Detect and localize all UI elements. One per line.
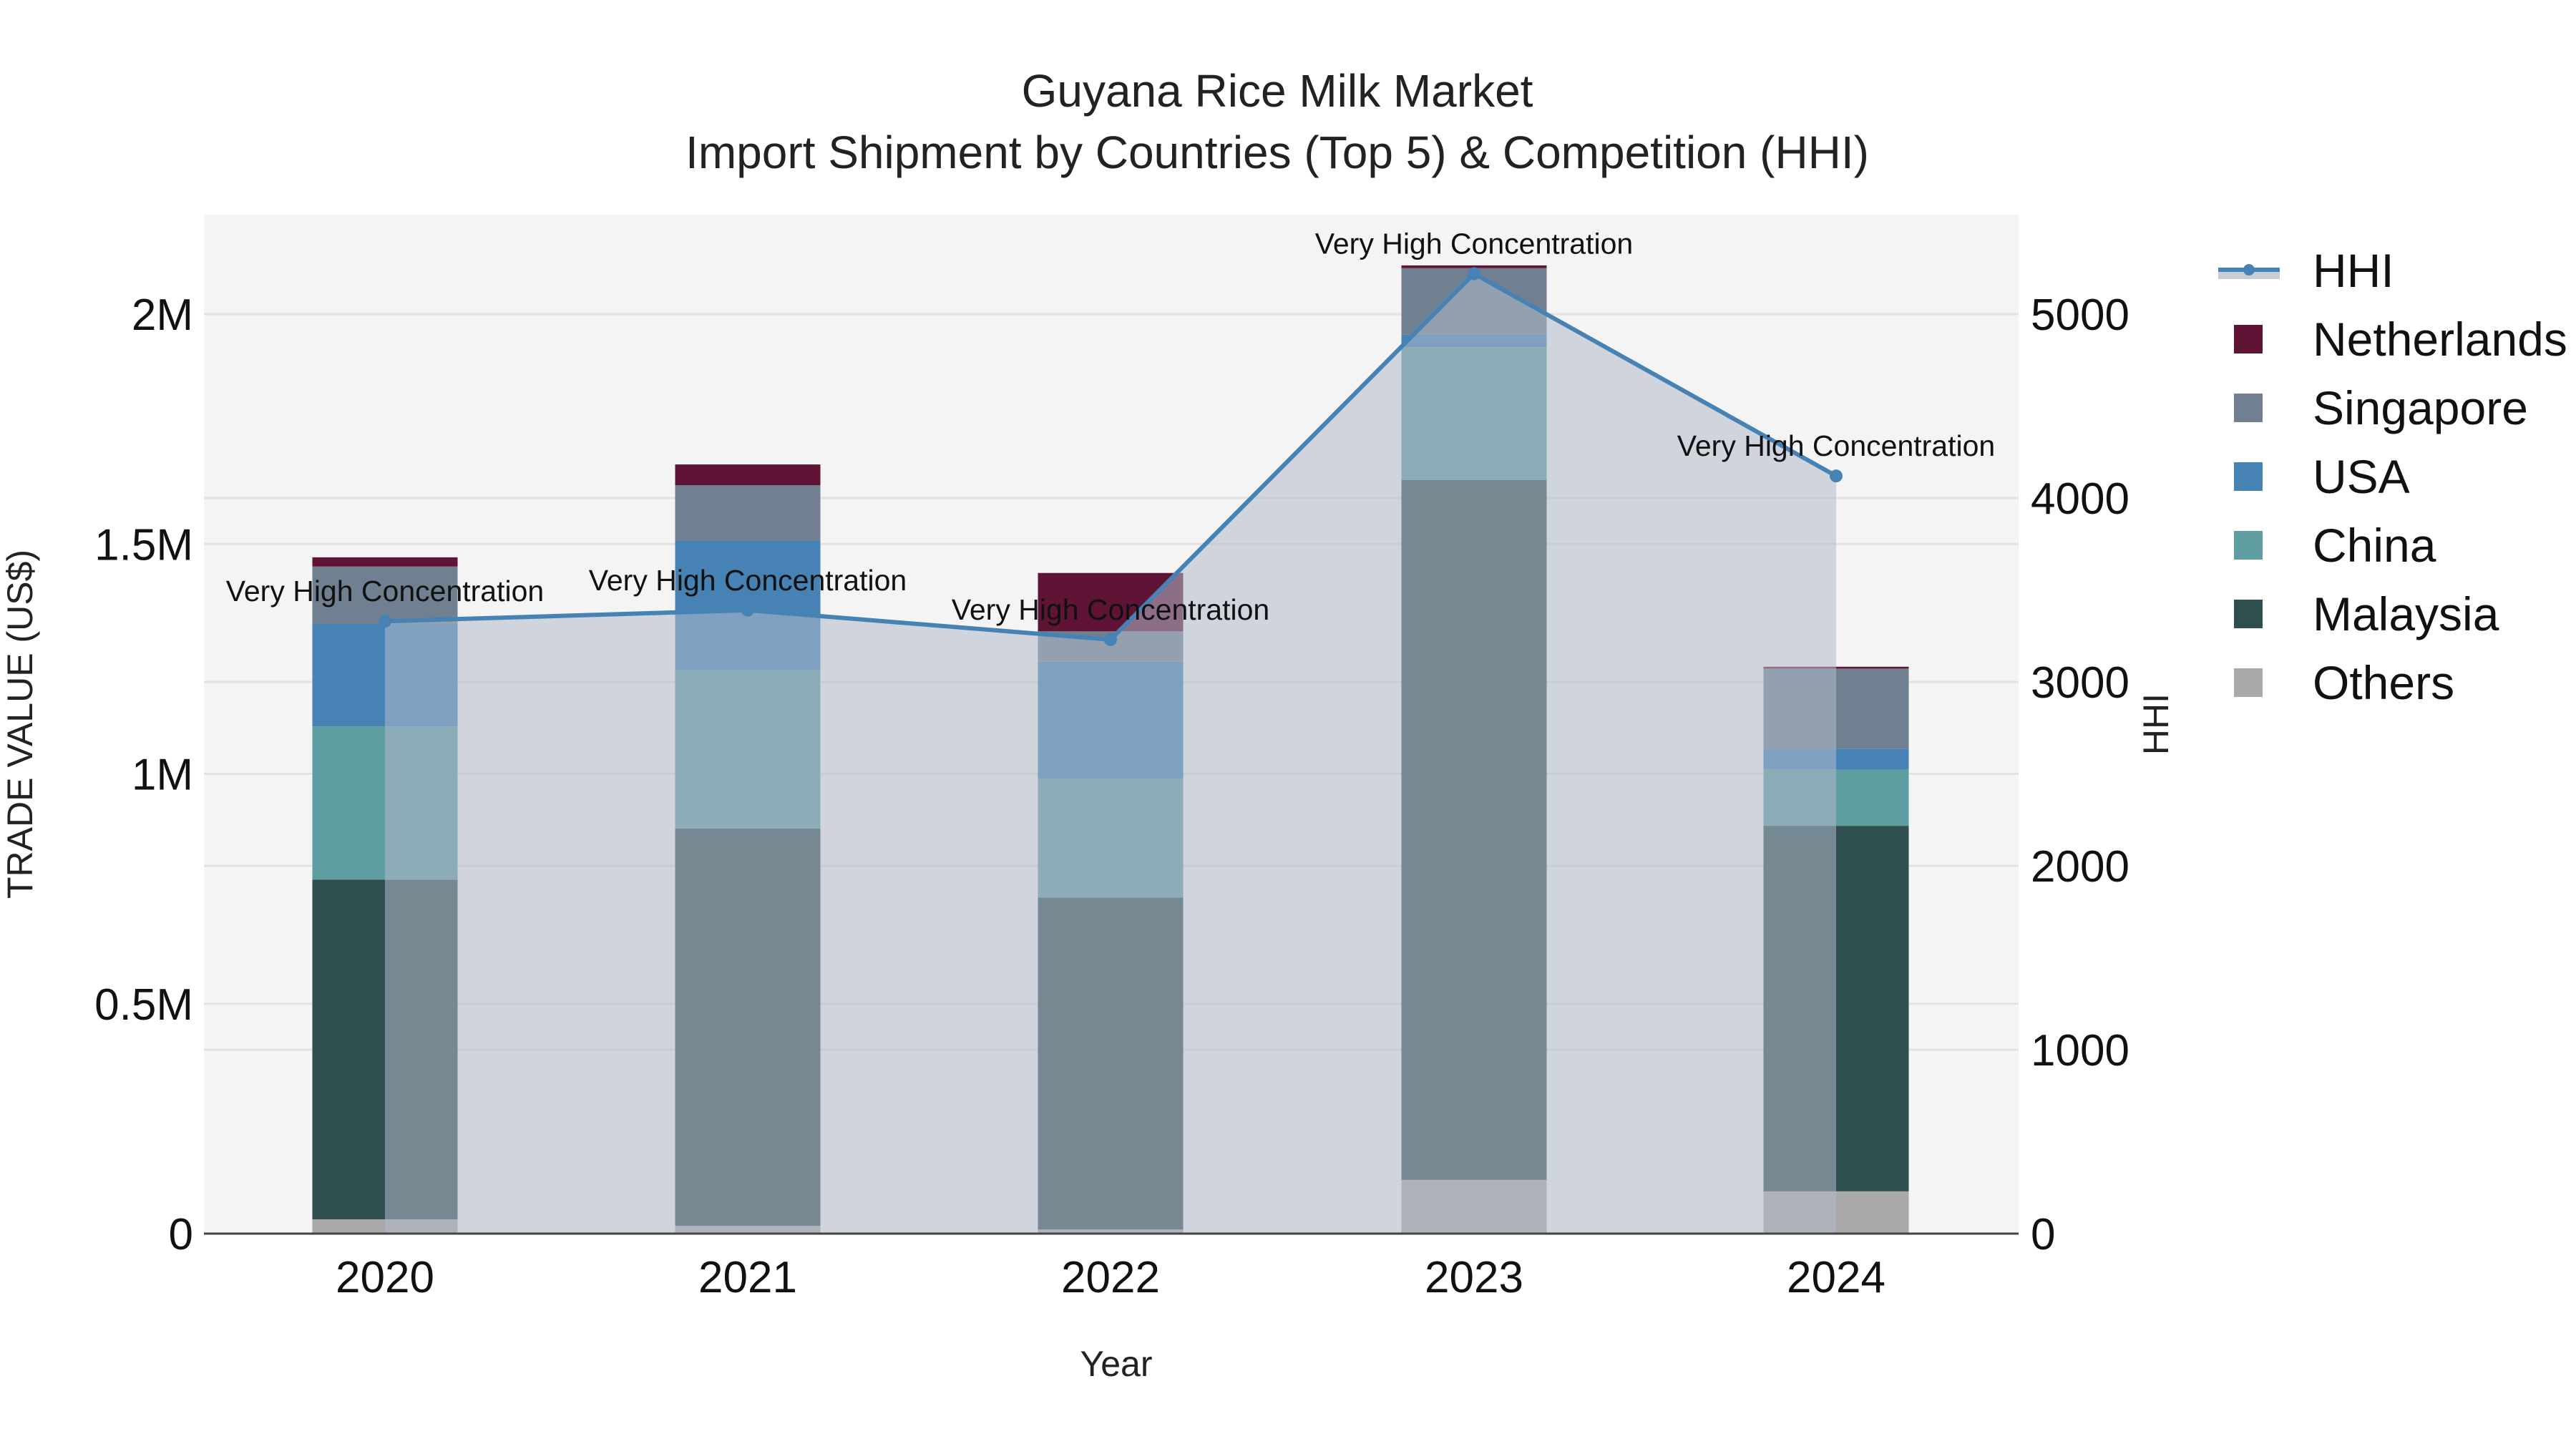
y-right-tick-label: 2000: [2031, 842, 2129, 892]
line-marker-icon: [2218, 256, 2280, 285]
hhi-annotation: Very High Concentration: [589, 564, 907, 597]
chart-subtitle: Import Shipment by Countries (Top 5) & C…: [686, 127, 1869, 178]
bar-segment-netherlands[interactable]: [1401, 265, 1547, 268]
y-left-tick-label: 2M: [132, 291, 193, 340]
y-right-ticks: 0 1000 2000 3000 4000 5000: [2031, 291, 2129, 1259]
y-right-axis-label: HHI: [2136, 693, 2176, 755]
x-ticks: 2020 2021 2022 2023 2024: [336, 1253, 1885, 1302]
hhi-point-marker[interactable]: [1104, 633, 1117, 646]
x-axis-label: Year: [1080, 1344, 1152, 1384]
x-tick-label: 2023: [1425, 1253, 1523, 1302]
hhi-annotation: Very High Concentration: [1315, 227, 1633, 260]
square-swatch-icon: [2234, 531, 2263, 560]
hhi-point-marker[interactable]: [1468, 267, 1480, 280]
square-swatch-icon: [2234, 325, 2263, 353]
y-left-tick-label: 1.5M: [94, 520, 193, 570]
hhi-annotation: Very High Concentration: [1677, 429, 1995, 462]
x-tick-label: 2020: [336, 1253, 434, 1302]
hhi-area-fill: [385, 273, 1836, 1234]
bar-segment-netherlands[interactable]: [312, 557, 458, 567]
hhi-area: [385, 273, 1836, 1234]
x-tick-label: 2021: [698, 1253, 797, 1302]
y-right-tick-label: 5000: [2031, 291, 2129, 340]
legend-item-hhi[interactable]: HHI: [2218, 236, 2567, 305]
bar-segment-singapore[interactable]: [312, 566, 458, 625]
legend-item-china[interactable]: China: [2218, 511, 2567, 580]
legend-label: HHI: [2313, 244, 2394, 297]
legend-item-singapore[interactable]: Singapore: [2218, 374, 2567, 442]
legend: HHI Netherlands Singapore USA China Mala…: [2218, 236, 2567, 717]
hhi-annotation: Very High Concentration: [226, 575, 544, 608]
y-right-tick-label: 1000: [2031, 1026, 2129, 1075]
y-left-axis-label: TRADE VALUE (US$): [0, 550, 40, 899]
y-left-tick-label: 1M: [132, 751, 193, 800]
legend-item-netherlands[interactable]: Netherlands: [2218, 305, 2567, 374]
x-tick-label: 2022: [1061, 1253, 1160, 1302]
y-right-tick-label: 0: [2031, 1210, 2055, 1259]
legend-item-others[interactable]: Others: [2218, 648, 2567, 717]
y-left-tick-label: 0: [169, 1210, 193, 1259]
legend-item-usa[interactable]: USA: [2218, 442, 2567, 511]
legend-label: China: [2313, 519, 2436, 572]
legend-label: Malaysia: [2313, 587, 2499, 640]
legend-label: USA: [2313, 450, 2410, 503]
hhi-line: [379, 267, 1843, 646]
square-swatch-icon: [2234, 600, 2263, 628]
y-left-tick-label: 0.5M: [94, 980, 193, 1030]
hhi-point-marker[interactable]: [379, 615, 391, 628]
hhi-point-marker[interactable]: [741, 603, 754, 617]
hhi-point-marker[interactable]: [1830, 469, 1843, 483]
y-right-tick-label: 4000: [2031, 474, 2129, 524]
square-swatch-icon: [2234, 394, 2263, 422]
chart-title: Guyana Rice Milk Market: [1021, 65, 1533, 117]
square-swatch-icon: [2234, 462, 2263, 491]
legend-label: Singapore: [2313, 381, 2528, 434]
y-right-tick-label: 3000: [2031, 658, 2129, 708]
hhi-annotation: Very High Concentration: [952, 593, 1269, 626]
y-left-ticks: 0 0.5M 1M 1.5M 2M: [94, 291, 193, 1259]
legend-label: Others: [2313, 656, 2455, 709]
bar-segment-netherlands[interactable]: [675, 464, 821, 486]
x-tick-label: 2024: [1787, 1253, 1885, 1302]
legend-item-malaysia[interactable]: Malaysia: [2218, 580, 2567, 648]
legend-label: Netherlands: [2313, 313, 2567, 366]
square-swatch-icon: [2234, 668, 2263, 697]
hhi-annotations: Very High Concentration Very High Concent…: [226, 227, 1995, 625]
bar-segment-singapore[interactable]: [675, 485, 821, 541]
